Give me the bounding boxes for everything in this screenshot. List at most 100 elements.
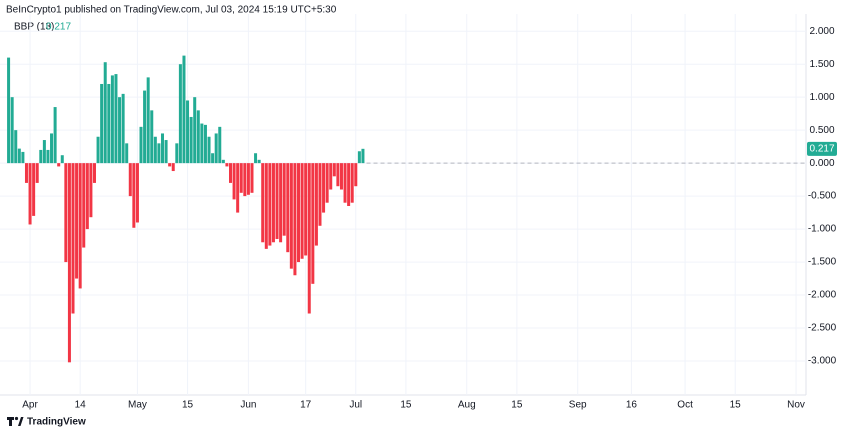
bar (139, 126, 143, 164)
bar (110, 75, 114, 164)
bar (128, 163, 132, 197)
bar (207, 136, 211, 164)
bar (307, 163, 311, 314)
bar (254, 153, 258, 164)
logo-shape (18, 417, 24, 426)
bar (196, 110, 200, 164)
bar (282, 163, 286, 236)
y-tick-label: -1.000 (808, 224, 837, 235)
bar (289, 163, 293, 269)
bar (232, 163, 236, 200)
bar (336, 163, 340, 187)
brand-logo (7, 416, 24, 426)
y-tick-label: 0.500 (809, 125, 834, 136)
x-tick-label: 15 (400, 400, 412, 411)
bar (203, 124, 207, 164)
bar (250, 163, 254, 193)
bar (332, 163, 336, 177)
indicator-name: BBP (13) (14, 22, 54, 33)
bar (357, 151, 361, 164)
x-tick-label: 15 (511, 400, 523, 411)
bar (275, 163, 279, 239)
bar (311, 163, 315, 284)
bar (42, 140, 46, 164)
x-tick-label: Aug (458, 400, 476, 411)
bar (182, 55, 186, 164)
bar (322, 163, 326, 213)
y-tick-label: -2.500 (808, 323, 837, 334)
bar (261, 163, 265, 243)
y-tick-label: 1.500 (809, 59, 834, 70)
bar (178, 64, 182, 164)
bar (14, 130, 18, 164)
bar (60, 155, 64, 164)
bar (221, 159, 225, 164)
bar (325, 163, 329, 203)
bar (78, 163, 82, 289)
bar (300, 163, 304, 259)
bar (85, 163, 89, 230)
y-tick-label: 2.000 (809, 26, 834, 37)
bar (268, 163, 272, 246)
bar (114, 74, 118, 164)
x-tick-label: May (128, 400, 147, 411)
bar (21, 151, 25, 164)
bar (24, 163, 28, 183)
bar (103, 62, 107, 164)
indicator-value: 0.217 (46, 22, 71, 33)
x-tick-label: 15 (182, 400, 194, 411)
bar (132, 163, 136, 228)
bar (239, 163, 243, 193)
bar (286, 163, 290, 253)
bar (225, 163, 229, 167)
bar (100, 83, 104, 164)
last-value-box (807, 141, 837, 156)
bar (236, 163, 240, 213)
bar (314, 163, 318, 246)
y-tick-label: -3.000 (808, 356, 837, 367)
x-tick-label: Apr (22, 400, 38, 411)
bar (157, 143, 161, 164)
bar (214, 133, 218, 164)
bar (160, 133, 164, 164)
bar (318, 163, 322, 226)
bar (143, 90, 147, 164)
x-tick-label: Nov (787, 400, 805, 411)
bar (39, 149, 43, 164)
bar (57, 163, 61, 167)
bar (304, 163, 308, 256)
bar (118, 97, 122, 164)
y-tick-label: -0.500 (808, 191, 837, 202)
bar (361, 148, 365, 164)
logo-shape (14, 416, 19, 421)
bar (7, 57, 11, 164)
bar (71, 163, 75, 314)
last-value-label: 0.217 (809, 143, 834, 154)
bar (347, 163, 351, 206)
bar (329, 163, 333, 190)
bar (350, 163, 354, 203)
bar (343, 163, 347, 203)
header: BeInCrypto1 published on TradingView.com… (6, 5, 337, 16)
bar (96, 136, 100, 164)
x-tick-label: 17 (300, 400, 312, 411)
bar (164, 140, 168, 164)
brand: TradingView (27, 417, 86, 428)
bar (10, 97, 14, 164)
y-tick-label: 0.000 (809, 158, 834, 169)
bar (297, 163, 301, 263)
bar (186, 100, 190, 164)
bar (211, 153, 215, 164)
bar (246, 163, 250, 195)
y-tick-label: -2.000 (808, 290, 837, 301)
y-tick-label: 1.000 (809, 92, 834, 103)
bar (271, 163, 275, 243)
bar (125, 143, 129, 164)
bar (135, 163, 139, 223)
bar (46, 149, 50, 164)
bar (17, 148, 21, 164)
bar (243, 163, 247, 197)
bar (153, 136, 157, 164)
